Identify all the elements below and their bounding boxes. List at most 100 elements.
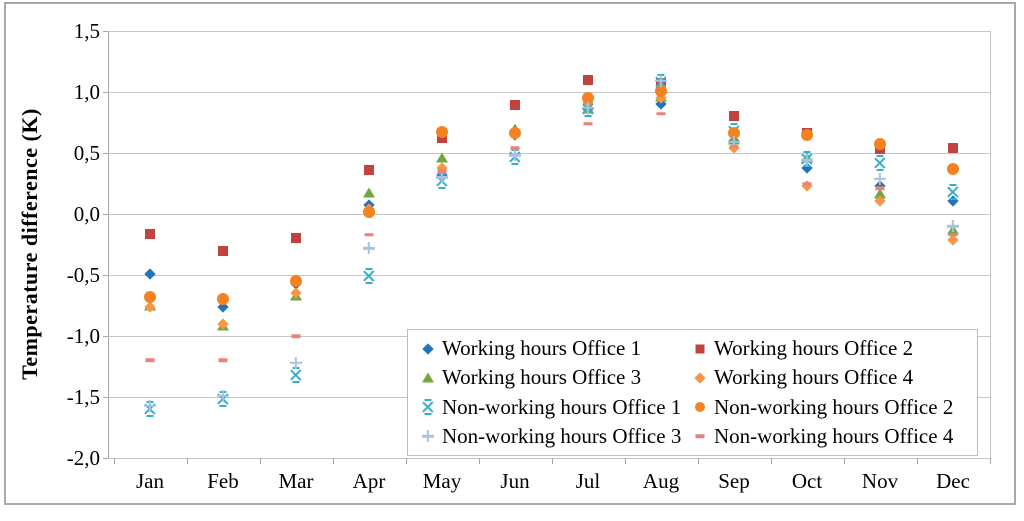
square-marker bbox=[437, 133, 447, 144]
gridline bbox=[108, 31, 990, 32]
x-marker bbox=[874, 154, 886, 171]
x-tick-label: May bbox=[422, 469, 462, 493]
y-tick-label: -2,0 bbox=[66, 446, 100, 470]
legend-item: Non-working hours Office 4 bbox=[692, 424, 977, 449]
dash-marker bbox=[948, 232, 958, 237]
y-tick-label: 0,0 bbox=[73, 202, 100, 226]
y-axis-tick bbox=[103, 397, 108, 398]
triangle-marker bbox=[874, 188, 886, 199]
plus-marker bbox=[363, 242, 375, 254]
gridline bbox=[108, 214, 990, 215]
plus-marker bbox=[655, 75, 667, 87]
legend-marker bbox=[692, 400, 707, 415]
triangle-marker bbox=[436, 152, 448, 163]
legend-marker bbox=[420, 399, 435, 416]
legend-marker bbox=[420, 429, 435, 444]
square-marker bbox=[510, 100, 520, 111]
y-axis-tick bbox=[103, 336, 108, 337]
square-marker bbox=[291, 233, 301, 244]
legend: Working hours Office 1 Working hours Offi… bbox=[407, 329, 978, 456]
y-tick-label: -0,5 bbox=[66, 263, 100, 287]
plus-marker bbox=[422, 430, 434, 442]
legend-label: Working hours Office 2 bbox=[714, 336, 914, 361]
plus-marker bbox=[144, 400, 156, 412]
circle-marker bbox=[874, 138, 886, 151]
circle-marker bbox=[290, 275, 302, 288]
legend-label: Non-working hours Office 3 bbox=[442, 423, 682, 448]
circle-marker bbox=[509, 127, 521, 140]
gridline bbox=[108, 92, 990, 93]
y-axis-tick bbox=[103, 458, 108, 459]
square-marker bbox=[729, 111, 739, 122]
y-tick-label: -1,5 bbox=[66, 385, 100, 409]
y-axis-line bbox=[108, 31, 109, 458]
x-marker bbox=[422, 399, 434, 416]
dash-marker bbox=[145, 358, 155, 363]
circle-marker bbox=[363, 205, 375, 218]
legend-item: Working hours Office 4 bbox=[692, 365, 977, 390]
circle-marker bbox=[947, 162, 959, 175]
x-axis-tick bbox=[989, 458, 991, 464]
legend-item: Working hours Office 2 bbox=[692, 336, 977, 361]
y-tick-label: 1,0 bbox=[73, 80, 100, 104]
dash-marker bbox=[583, 121, 593, 126]
x-axis-tick bbox=[186, 458, 188, 464]
circle-marker bbox=[801, 128, 813, 141]
x-axis-tick bbox=[697, 458, 699, 464]
plot-right-border bbox=[990, 31, 991, 458]
x-tick-label: Oct bbox=[791, 469, 823, 493]
x-marker-cap bbox=[949, 198, 957, 201]
gridline bbox=[108, 153, 990, 154]
legend-label: Working hours Office 1 bbox=[442, 336, 642, 361]
y-axis-tick bbox=[103, 214, 108, 215]
y-axis-tick bbox=[103, 275, 108, 276]
x-axis-tick bbox=[551, 458, 553, 464]
x-tick-label: Jan bbox=[136, 469, 164, 493]
plus-marker bbox=[801, 154, 813, 166]
dash-marker bbox=[875, 186, 885, 191]
legend-marker bbox=[420, 370, 435, 385]
dash-marker bbox=[364, 232, 374, 237]
x-axis-tick bbox=[624, 458, 626, 464]
gridline bbox=[108, 458, 990, 459]
diamond-marker bbox=[693, 372, 706, 384]
square-marker bbox=[364, 165, 374, 176]
square-marker bbox=[695, 344, 704, 354]
legend-item: Non-working hours Office 3 bbox=[420, 424, 692, 449]
dash-marker bbox=[437, 169, 447, 174]
x-marker-cap bbox=[876, 154, 884, 157]
x-marker-cap bbox=[219, 405, 227, 408]
plus-marker bbox=[436, 171, 448, 183]
x-marker bbox=[363, 268, 375, 285]
square-marker bbox=[218, 245, 228, 256]
legend-marker bbox=[692, 429, 707, 444]
x-marker-cap bbox=[584, 115, 592, 118]
x-tick-label: Sep bbox=[718, 469, 750, 493]
x-tick-label: Feb bbox=[207, 469, 239, 493]
x-marker-cap bbox=[949, 184, 957, 187]
x-axis-tick bbox=[113, 458, 115, 464]
legend-item: Non-working hours Office 1 bbox=[420, 395, 692, 420]
x-marker bbox=[947, 184, 959, 201]
x-marker-cap bbox=[511, 162, 519, 165]
circle-marker bbox=[217, 293, 229, 306]
x-tick-label: Apr bbox=[352, 469, 386, 493]
dash-marker bbox=[695, 434, 704, 439]
plus-marker bbox=[947, 220, 959, 232]
x-marker-cap bbox=[424, 399, 431, 402]
legend-label: Working hours Office 3 bbox=[442, 365, 642, 390]
y-tick-label: -1,0 bbox=[66, 324, 100, 348]
y-tick-label: 1,5 bbox=[73, 19, 100, 43]
dash-marker bbox=[802, 181, 812, 186]
x-axis-tick bbox=[332, 458, 334, 464]
plus-marker bbox=[509, 149, 521, 161]
x-axis-tick bbox=[770, 458, 772, 464]
y-axis-tick bbox=[103, 153, 108, 154]
y-tick-label: 0,5 bbox=[73, 141, 100, 165]
x-marker-cap bbox=[438, 187, 446, 190]
plus-marker bbox=[217, 390, 229, 402]
legend-label: Non-working hours Office 4 bbox=[714, 423, 954, 448]
x-marker-cap bbox=[292, 381, 300, 384]
x-marker-cap bbox=[365, 268, 373, 271]
